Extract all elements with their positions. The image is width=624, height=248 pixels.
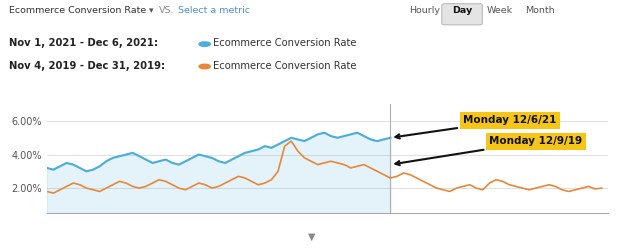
Text: Week: Week xyxy=(487,6,512,15)
Text: Day: Day xyxy=(452,6,472,15)
Text: ▼: ▼ xyxy=(308,232,316,242)
Text: VS.: VS. xyxy=(159,6,175,15)
Text: Hourly: Hourly xyxy=(409,6,440,15)
Text: ▾: ▾ xyxy=(149,6,153,15)
Text: Ecommerce Conversion Rate: Ecommerce Conversion Rate xyxy=(213,61,357,71)
Text: Nov 4, 2019 - Dec 31, 2019:: Nov 4, 2019 - Dec 31, 2019: xyxy=(9,61,165,71)
Text: Ecommerce Conversion Rate: Ecommerce Conversion Rate xyxy=(213,38,357,48)
Text: Month: Month xyxy=(525,6,555,15)
Text: Monday 12/9/19: Monday 12/9/19 xyxy=(396,136,583,165)
Text: Monday 12/6/21: Monday 12/6/21 xyxy=(396,116,557,138)
Text: Nov 1, 2021 - Dec 6, 2021:: Nov 1, 2021 - Dec 6, 2021: xyxy=(9,38,158,48)
Text: Ecommerce Conversion Rate: Ecommerce Conversion Rate xyxy=(9,6,147,15)
Text: Select a metric: Select a metric xyxy=(178,6,250,15)
